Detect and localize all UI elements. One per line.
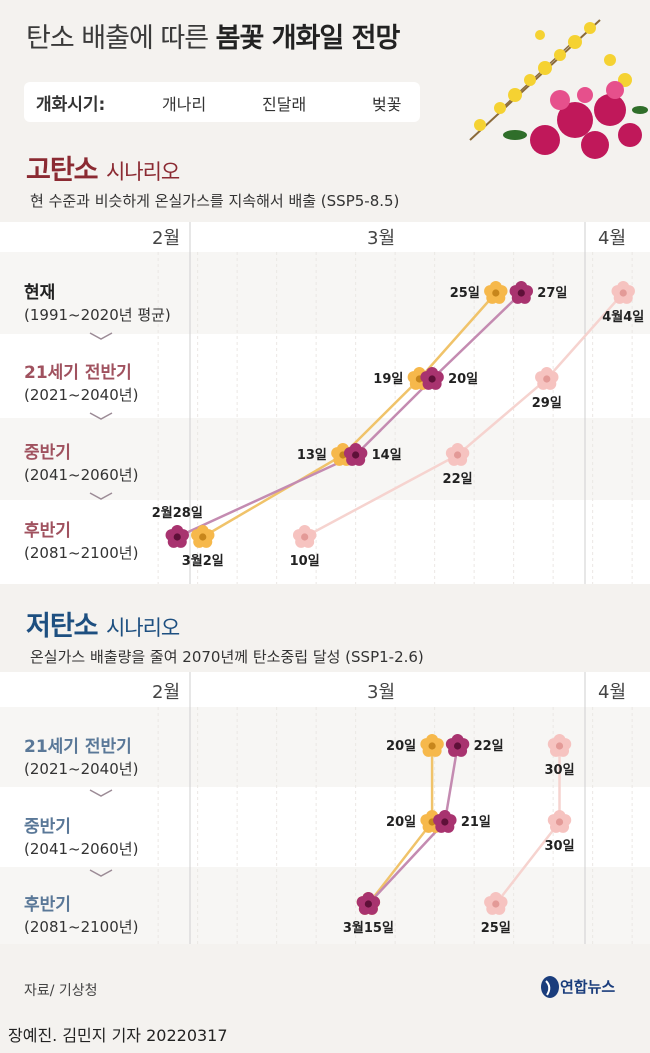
high-forsythia-label-2: 13일 <box>297 448 327 463</box>
high-cherry-label-2: 22일 <box>443 472 473 487</box>
high-period-1-sub: (2021~2040년) <box>24 386 139 404</box>
page-title: 탄소 배출에 따른 봄꽃 개화일 전망 <box>26 23 400 54</box>
low-azalea-point-1 <box>433 810 457 833</box>
low-azalea-label-2: 3월15일 <box>343 920 394 936</box>
low-period-0-title: 21세기 전반기 <box>24 737 132 757</box>
high-azalea-label-0: 27일 <box>537 286 567 301</box>
credit-text: 장예진. 김민지 기자 20220317 <box>8 1026 228 1045</box>
high-azalea-label-3: 2월28일 <box>152 505 203 521</box>
agency-logo-text: 연합뉴스 <box>560 978 616 996</box>
high-azalea-point-0 <box>509 281 533 304</box>
low-month-mar: 3월 <box>367 682 396 703</box>
low-cherry-point-0 <box>547 734 572 757</box>
high-azalea-point-3 <box>165 525 189 548</box>
high-cherry-point-1 <box>535 367 559 390</box>
high-azalea-series-line <box>176 292 523 539</box>
high-carbon-grid <box>157 252 633 584</box>
legend-label: 개화시기: <box>36 95 106 115</box>
high-period-2-title: 중반기 <box>24 443 71 463</box>
high-cherry-point-2 <box>445 443 470 466</box>
high-cherry-label-0: 4월4일 <box>602 309 644 325</box>
high-period-1-title: 21세기 전반기 <box>24 363 132 383</box>
high-azalea-point-1 <box>420 367 444 390</box>
low-carbon-description: 온실가스 배출량을 줄여 2070년께 탄소중립 달성 (SSP1-2.6) <box>30 648 424 666</box>
high-period-3-sub: (2081~2100년) <box>24 544 139 562</box>
low-cherry-label-0: 30일 <box>544 763 574 778</box>
legend-box <box>24 82 420 122</box>
legend-item-forsythia: 개나리 <box>162 95 207 114</box>
legend-item-cherry: 벚꽃 <box>372 95 402 114</box>
high-azalea-label-1: 20일 <box>448 372 478 387</box>
high-cherry-label-1: 29일 <box>532 396 562 411</box>
high-carbon-description: 현 수준과 비슷하게 온실가스를 지속해서 배출 (SSP5-8.5) <box>30 192 400 210</box>
low-cherry-label-1: 30일 <box>544 839 574 854</box>
low-azalea-label-1: 21일 <box>461 815 491 830</box>
low-cherry-point-1 <box>547 810 572 833</box>
low-carbon-plot: 30일 30일 25일 20일 20일 22일 21일 3월15일 <box>343 734 575 936</box>
high-cherry-point-0 <box>611 281 635 304</box>
yonhap-logo-icon <box>541 976 559 998</box>
low-month-feb: 2월 <box>152 682 181 703</box>
high-forsythia-label-1: 19일 <box>373 372 403 387</box>
low-cherry-label-2: 25일 <box>481 921 511 936</box>
high-forsythia-series-line <box>202 292 497 539</box>
high-forsythia-label-0: 25일 <box>450 286 480 301</box>
low-period-0-sub: (2021~2040년) <box>24 760 139 778</box>
low-azalea-point-0 <box>445 734 470 757</box>
low-month-apr: 4월 <box>598 682 627 703</box>
high-period-0-sub: (1991~2020년 평균) <box>24 306 171 324</box>
high-forsythia-point-3 <box>191 525 215 548</box>
high-period-0-title: 현재 <box>24 283 56 303</box>
high-forsythia-label-3: 3월2일 <box>182 553 224 569</box>
high-cherry-point-3 <box>292 525 317 548</box>
high-month-mar: 3월 <box>367 228 396 249</box>
high-azalea-label-2: 14일 <box>372 448 402 463</box>
period-chevrons <box>89 332 113 877</box>
high-forsythia-point-0 <box>484 281 508 304</box>
low-azalea-label-0: 22일 <box>474 739 504 754</box>
high-month-feb: 2월 <box>152 228 181 249</box>
high-period-2-sub: (2041~2060년) <box>24 466 139 484</box>
low-carbon-title: 저탄소 시나리오 <box>26 611 180 642</box>
source-text: 자료/ 기상청 <box>24 983 98 999</box>
low-cherry-point-2 <box>484 892 508 915</box>
high-cherry-label-3: 10일 <box>290 554 320 569</box>
low-azalea-point-2 <box>356 892 381 915</box>
high-month-apr: 4월 <box>598 228 627 249</box>
low-period-1-sub: (2041~2060년) <box>24 840 139 858</box>
high-cherry-series-line <box>304 292 625 539</box>
high-carbon-plot: 4월4일 29일 22일 10일 25일 19일 13일 3월2일 27일 20일 14일 2월28일 <box>152 281 644 569</box>
legend-item-azalea: 진달래 <box>262 95 307 114</box>
flower-decoration-illustration <box>469 19 648 159</box>
high-period-3-title: 후반기 <box>24 521 71 541</box>
low-forsythia-label-1: 20일 <box>386 815 416 830</box>
high-azalea-point-2 <box>343 443 368 466</box>
low-period-2-sub: (2081~2100년) <box>24 918 139 936</box>
low-period-1-title: 중반기 <box>24 817 71 837</box>
low-forsythia-point-0 <box>420 734 444 757</box>
low-forsythia-label-0: 20일 <box>386 739 416 754</box>
high-carbon-title: 고탄소 시나리오 <box>26 155 180 186</box>
low-period-2-title: 후반기 <box>24 895 71 915</box>
